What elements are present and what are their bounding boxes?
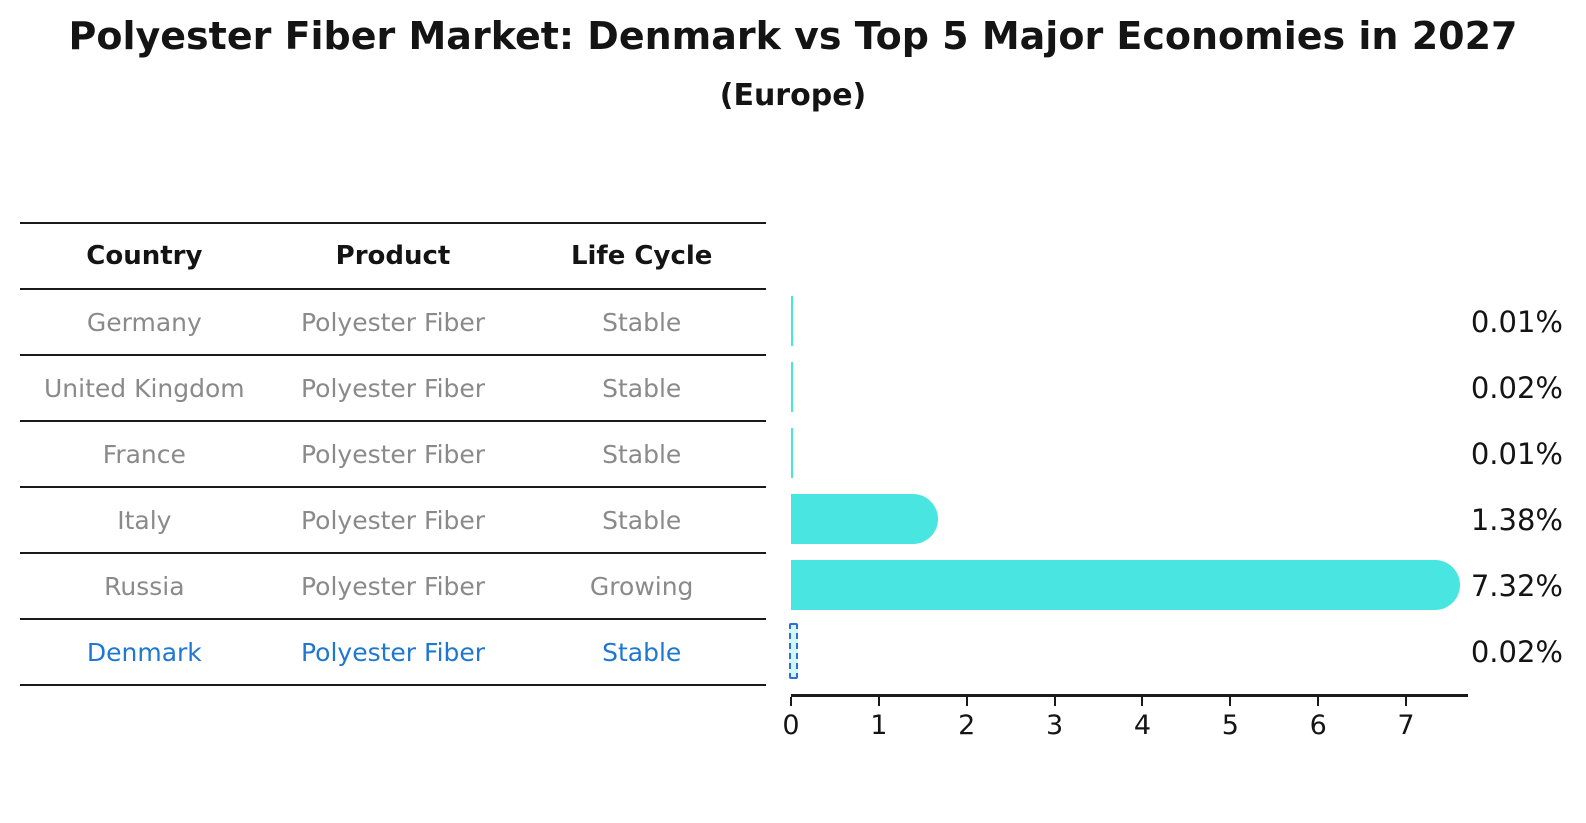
table-row: Italy Polyester Fiber Stable bbox=[20, 486, 766, 552]
bar bbox=[791, 296, 793, 346]
x-tick-mark bbox=[1141, 697, 1144, 706]
x-tick-label: 4 bbox=[1133, 710, 1152, 741]
table-body: Germany Polyester Fiber Stable United Kingd… bbox=[20, 288, 766, 684]
x-axis-line bbox=[791, 694, 1468, 697]
chart-title: Polyester Fiber Market: Denmark vs Top 5… bbox=[68, 14, 1518, 58]
cell-product: Polyester Fiber bbox=[300, 505, 486, 535]
cell-country: Italy bbox=[117, 505, 172, 535]
table-row: Denmark Polyester Fiber Stable bbox=[20, 618, 766, 684]
cell-product: Polyester Fiber bbox=[300, 637, 486, 667]
x-tick-label: 6 bbox=[1309, 710, 1327, 741]
cell-product: Polyester Fiber bbox=[300, 571, 486, 601]
bar-highlight bbox=[789, 623, 798, 679]
cell-country: France bbox=[102, 439, 186, 469]
value-label: 0.01% bbox=[1470, 437, 1563, 471]
x-tick-label: 2 bbox=[958, 710, 976, 741]
value-label: 0.01% bbox=[1470, 305, 1563, 339]
x-tick-label: 7 bbox=[1397, 710, 1415, 741]
bar bbox=[791, 428, 793, 478]
column-header-product: Product bbox=[335, 241, 451, 271]
x-tick-label: 5 bbox=[1221, 710, 1239, 741]
cell-life-cycle: Stable bbox=[602, 637, 682, 667]
cell-life-cycle: Growing bbox=[589, 571, 694, 601]
x-tick-mark bbox=[1053, 697, 1056, 706]
table-row: France Polyester Fiber Stable bbox=[20, 420, 766, 486]
cell-country: Germany bbox=[86, 307, 202, 337]
column-header-life-cycle: Life Cycle bbox=[570, 241, 713, 271]
x-tick-label: 3 bbox=[1045, 710, 1064, 741]
x-tick-label: 0 bbox=[782, 710, 800, 741]
value-label: 0.02% bbox=[1470, 635, 1563, 669]
bar bbox=[791, 494, 939, 544]
bar bbox=[791, 362, 793, 412]
value-label: 1.38% bbox=[1470, 503, 1563, 537]
cell-product: Polyester Fiber bbox=[300, 307, 486, 337]
cell-life-cycle: Stable bbox=[602, 307, 682, 337]
x-tick-mark bbox=[965, 697, 968, 706]
value-label: 0.02% bbox=[1470, 371, 1563, 405]
chart-subtitle: (Europe) bbox=[719, 78, 867, 113]
column-header-country: Country bbox=[86, 241, 203, 271]
cell-product: Polyester Fiber bbox=[300, 373, 486, 403]
table-row: Germany Polyester Fiber Stable bbox=[20, 288, 766, 354]
x-tick-mark bbox=[877, 697, 880, 706]
data-table: Country Product Life Cycle Germany Polyes… bbox=[20, 222, 766, 686]
bar bbox=[791, 560, 1461, 610]
x-tick-mark bbox=[790, 697, 792, 706]
x-tick-mark bbox=[1405, 697, 1408, 706]
x-tick-label: 1 bbox=[870, 710, 888, 741]
cell-country: Russia bbox=[104, 571, 185, 601]
cell-life-cycle: Stable bbox=[602, 373, 682, 403]
cell-life-cycle: Stable bbox=[602, 505, 682, 535]
value-label: 7.32% bbox=[1470, 569, 1563, 603]
table-header-row: Country Product Life Cycle bbox=[20, 222, 766, 288]
table-row: Russia Polyester Fiber Growing bbox=[20, 552, 766, 618]
cell-life-cycle: Stable bbox=[602, 439, 682, 469]
cell-country: Denmark bbox=[86, 637, 202, 667]
x-tick-mark bbox=[1317, 697, 1320, 706]
cell-country: United Kingdom bbox=[44, 373, 245, 403]
x-tick-mark bbox=[1229, 697, 1232, 706]
cell-product: Polyester Fiber bbox=[300, 439, 486, 469]
table-row: United Kingdom Polyester Fiber Stable bbox=[20, 354, 766, 420]
